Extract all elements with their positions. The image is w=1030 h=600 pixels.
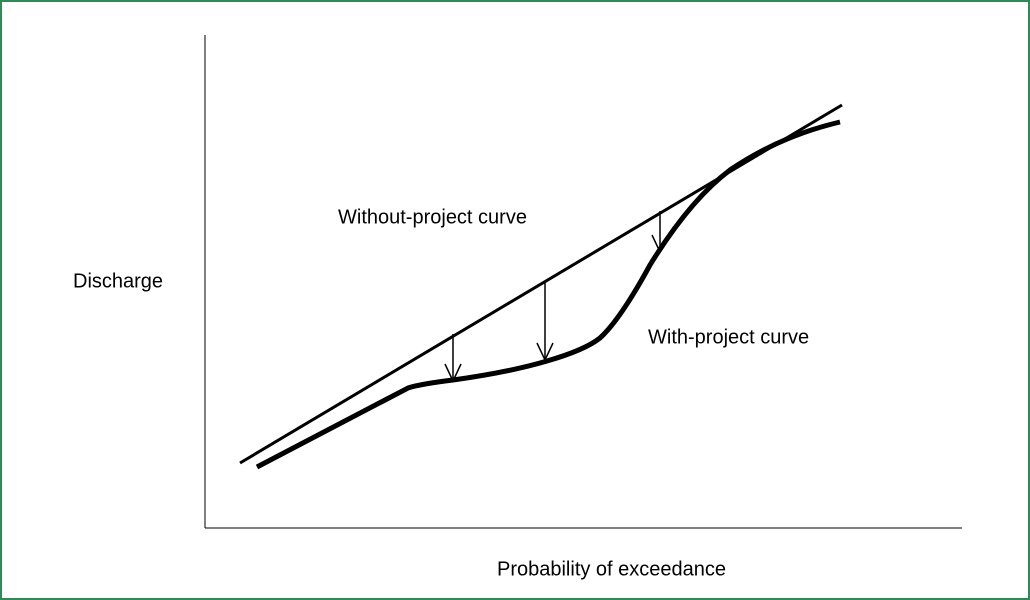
- curve-label: With-project curve: [648, 326, 809, 348]
- arrow-head: [444, 363, 462, 383]
- arrow-head: [651, 234, 669, 254]
- y-axis-label: Discharge: [73, 270, 163, 292]
- with-project-curve: [255, 119, 841, 470]
- curve-label: Without-project curve: [338, 206, 527, 228]
- arrows: [444, 211, 669, 383]
- arrow-head: [536, 342, 554, 362]
- x-axis-label: Probability of exceedance: [497, 558, 726, 580]
